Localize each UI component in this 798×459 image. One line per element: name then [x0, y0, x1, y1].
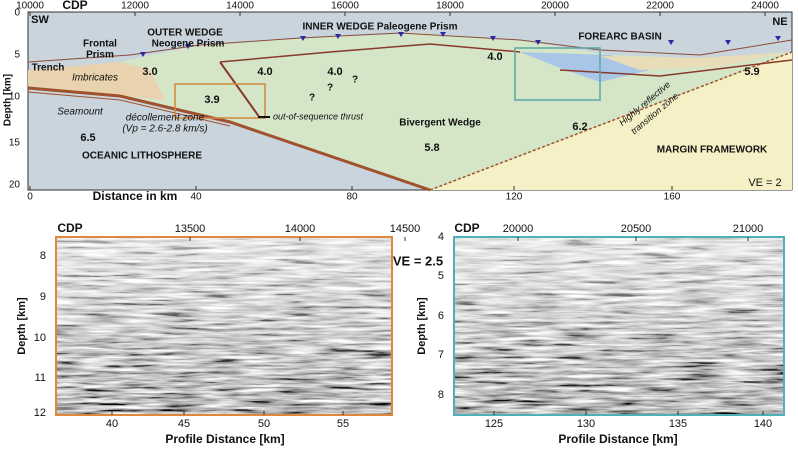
annotation: SW — [31, 14, 49, 26]
cdp-tick-label: 13500 — [175, 223, 206, 235]
seismic-shade — [56, 237, 392, 415]
annotation: Trench — [32, 63, 65, 74]
distance-tick-label: 50 — [258, 418, 270, 430]
depth-tick-label: 5 — [14, 50, 20, 61]
annotation: Imbricates — [72, 73, 118, 84]
cdp-tick-label: 14500 — [390, 223, 421, 235]
annotation: Frontal — [83, 39, 117, 50]
annotation: 4.0 — [257, 66, 272, 78]
depth-tick-label: 6 — [438, 310, 444, 322]
cdp-tick-label: 20500 — [621, 223, 652, 235]
distance-tick-label: 135 — [669, 418, 687, 430]
annotation: ? — [327, 83, 333, 94]
cdp-tick-label: 24000 — [751, 1, 779, 12]
annotation: 6.2 — [572, 121, 587, 133]
distance-tick-label: 40 — [190, 192, 202, 203]
cdp-tick-label: 14000 — [285, 223, 316, 235]
cdp-tick-label: 10000 — [16, 1, 44, 12]
seismic-right — [454, 237, 784, 415]
depth-tick-label: 10 — [34, 332, 46, 344]
annotation: VE = 2 — [748, 177, 781, 189]
depth-tick-label: 15 — [9, 138, 21, 149]
distance-tick-label: 45 — [178, 418, 190, 430]
distance-tick-label: 125 — [485, 418, 503, 430]
cdp-title: CDP — [57, 221, 82, 235]
depth-tick-label: 7 — [438, 349, 444, 361]
cdp-tick-label: 20000 — [503, 223, 534, 235]
distance-tick-label: 130 — [577, 418, 595, 430]
distance-tick-label: 120 — [506, 192, 523, 203]
annotation: 3.9 — [204, 94, 219, 106]
annotation: NE — [772, 16, 787, 28]
annotation: 4.0 — [487, 51, 502, 63]
annotation: out-of-sequence thrust — [273, 111, 364, 121]
cdp-tick-label: 21000 — [733, 223, 764, 235]
annotation: Prism — [86, 50, 114, 61]
annotation: 5.9 — [744, 66, 759, 78]
annotation: MARGIN FRAMEWORK — [657, 145, 768, 156]
distance-title: Profile Distance [km] — [558, 432, 677, 446]
distance-tick-label: 55 — [337, 418, 349, 430]
annotation: INNER WEDGE Paleogene Prism — [302, 22, 457, 33]
cross-section — [28, 12, 792, 190]
distance-tick-label: 160 — [664, 192, 681, 203]
depth-tick-label: 8 — [40, 250, 46, 262]
seismic-shade — [454, 237, 784, 415]
depth-tick-label: 4 — [438, 231, 444, 243]
cdp-tick-label: 18000 — [436, 1, 464, 12]
annotation: Bivergent Wedge — [399, 118, 481, 129]
annotation: (Vp = 2.6-2.8 km/s) — [122, 124, 207, 135]
depth-tick-label: 5 — [438, 270, 444, 282]
cdp-tick-label: 20000 — [541, 1, 569, 12]
distance-title: Distance in km — [93, 189, 178, 203]
annotation: 3.0 — [142, 66, 157, 78]
annotation: 5.8 — [424, 142, 439, 154]
depth-tick-label: 0 — [14, 8, 20, 19]
ve-label: VE = 2.5 — [393, 253, 443, 268]
depth-tick-label: 20 — [9, 180, 21, 191]
cdp-tick-label: 14000 — [226, 1, 254, 12]
annotation: Neogene Prism — [152, 39, 225, 50]
distance-tick-label: 0 — [27, 192, 33, 203]
annotation: 6.5 — [80, 132, 95, 144]
seismic-left — [56, 237, 392, 415]
annotation: OCEANIC LITHOSPHERE — [82, 151, 202, 162]
depth-tick-label: 11 — [35, 372, 46, 384]
distance-title: Profile Distance [km] — [165, 432, 284, 446]
depth-title: Depth [km] — [16, 297, 28, 355]
cdp-tick-label: 12000 — [121, 1, 149, 12]
depth-title: Depth [km] — [416, 297, 428, 355]
annotation: 4.0 — [327, 66, 342, 78]
annotation: décollement zone — [126, 113, 205, 124]
distance-tick-label: 80 — [346, 192, 358, 203]
depth-title: Depth [km] — [3, 74, 14, 126]
annotation: Seamount — [57, 107, 104, 118]
cdp-title: CDP — [454, 221, 479, 235]
annotation: FOREARC BASIN — [578, 32, 661, 43]
distance-tick-label: 40 — [106, 418, 118, 430]
cdp-title: CDP — [62, 0, 87, 12]
annotation: ? — [352, 75, 358, 86]
depth-tick-label: 8 — [438, 389, 444, 401]
annotation: ? — [309, 93, 315, 104]
depth-tick-label: 9 — [40, 291, 46, 303]
annotation: OUTER WEDGE — [147, 28, 223, 39]
cdp-tick-label: 16000 — [331, 1, 359, 12]
cdp-tick-label: 22000 — [646, 1, 674, 12]
figure: CDP1000012000140001600018000200002200024… — [0, 0, 798, 454]
distance-tick-label: 140 — [754, 418, 772, 430]
depth-tick-label: 12 — [34, 407, 46, 419]
